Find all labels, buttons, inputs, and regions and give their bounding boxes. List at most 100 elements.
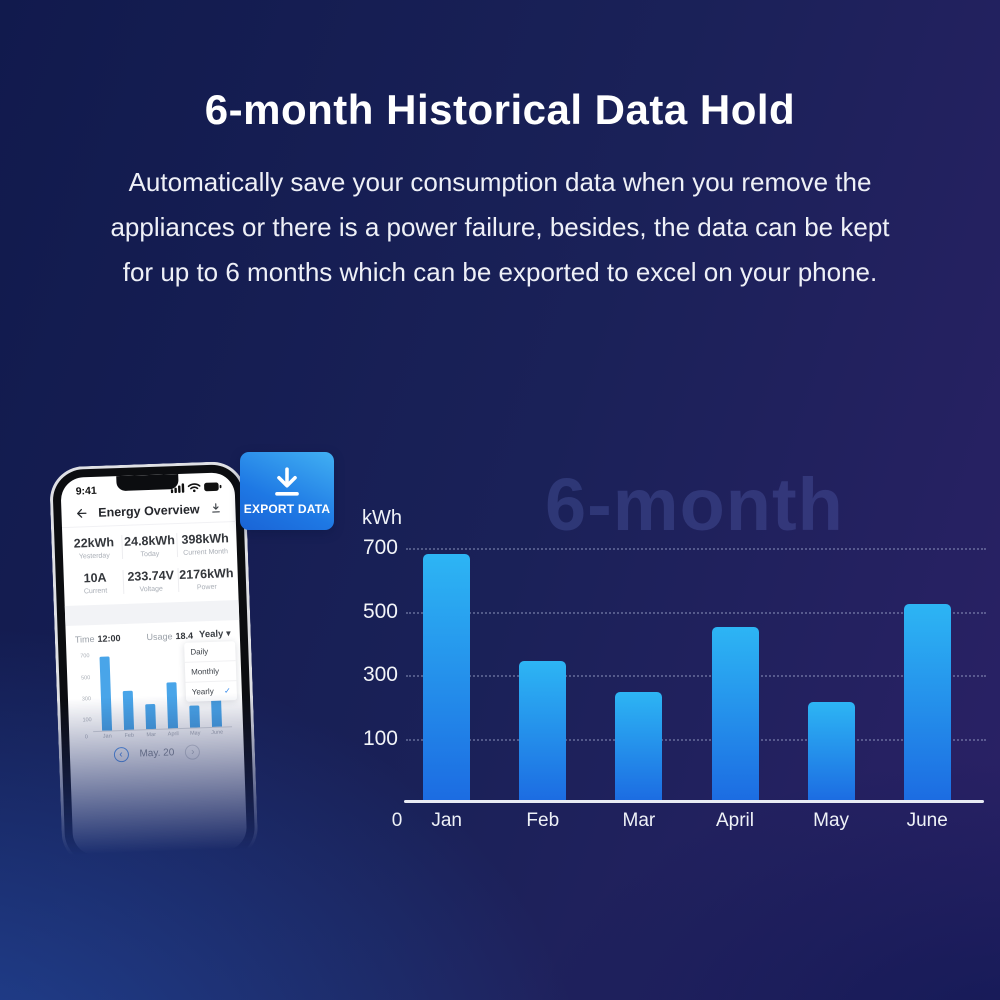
stat-label: Current Month: [183, 548, 229, 557]
bar-mar: [615, 692, 663, 801]
bar-april: [166, 681, 178, 729]
stat-value: 10A: [83, 570, 107, 586]
time-value: 12:00: [97, 632, 121, 644]
dropdown-item-label: Daily: [190, 647, 209, 657]
phone-mockup: 9:41 Energy Overview 2: [48, 460, 259, 868]
stat-value: 233.74V: [127, 568, 175, 584]
back-arrow-icon: [77, 508, 87, 518]
dropdown-item-label: Yearly: [191, 686, 214, 697]
description-line: appliances or there is a power failure, …: [110, 212, 890, 242]
signal-icon: [170, 482, 185, 493]
stats-row: 22kWh Yesterday 24.8kWh Today 398kWh Current …: [66, 531, 234, 561]
stat-value: 24.8kWh: [123, 533, 176, 549]
y-tick-label: 700: [362, 536, 398, 559]
prev-page-button[interactable]: ‹: [113, 746, 129, 763]
energy-stats-grid: 22kWh Yesterday 24.8kWh Today 398kWh Current …: [62, 522, 239, 606]
download-arrow-icon: [275, 467, 299, 496]
check-icon: ✓: [223, 686, 231, 696]
back-button[interactable]: [74, 506, 88, 520]
x-tick-label: Mar: [622, 810, 656, 831]
description-line: Automatically save your consumption data…: [128, 167, 872, 197]
chevron-down-icon: ▾: [225, 628, 231, 640]
gridline: [406, 675, 986, 677]
x-tick-label: Jan: [102, 733, 112, 740]
stat-cell: 10A Current: [68, 570, 123, 596]
stat-cell: 233.74V Voltage: [122, 568, 179, 594]
y-axis-unit-label: kWh: [362, 507, 402, 529]
stat-label: Yesterday: [78, 552, 110, 561]
phone-frame: 9:41 Energy Overview 2: [48, 460, 259, 868]
zero-tick-label: 0: [84, 734, 88, 741]
phone-screen: 9:41 Energy Overview 2: [60, 472, 248, 856]
export-data-button[interactable]: EXPORT DATA: [240, 452, 334, 530]
dropdown-item-monthly[interactable]: Monthly: [184, 661, 237, 683]
status-time: 9:41: [75, 484, 97, 498]
app-title: Energy Overview: [97, 501, 200, 520]
gridline: [406, 611, 986, 614]
wifi-icon: [187, 482, 201, 492]
download-icon: [212, 503, 220, 513]
usage-label: Usage: [146, 630, 173, 642]
stat-value: 22kWh: [73, 535, 115, 551]
next-page-button[interactable]: ›: [185, 744, 201, 760]
gridline: [406, 738, 986, 741]
six-month-watermark: 6-month: [545, 463, 844, 546]
bar-mar: [145, 703, 156, 730]
gridline: [406, 548, 986, 550]
pagination-label: May. 20: [139, 747, 175, 760]
y-tick-label: 100: [82, 717, 92, 724]
zero-tick-label: 0: [391, 810, 403, 831]
page-description: Automatically save your consumption data…: [0, 160, 1000, 295]
period-selector[interactable]: Yealy ▾: [199, 628, 231, 640]
x-tick-label: Feb: [124, 732, 135, 740]
main-bar-chart: kWh 700 500 300 100 Jan Feb Mar April May June 0: [360, 505, 992, 845]
y-tick-label: 300: [362, 663, 398, 686]
stat-label: Current: [83, 587, 108, 596]
dropdown-item-daily[interactable]: Daily: [184, 641, 236, 663]
phone-side-button: [249, 578, 255, 613]
description-line: for up to 6 months which can be exported…: [122, 257, 878, 287]
x-tick-label: Mar: [146, 731, 157, 739]
stat-label: Today: [140, 550, 160, 559]
dropdown-item-yearly[interactable]: Yearly ✓: [185, 681, 237, 702]
stat-cell: 2176kWh Power: [177, 566, 235, 593]
phone-notch: [116, 473, 179, 492]
status-bar: 9:41: [60, 472, 235, 500]
x-tick-label: April: [715, 810, 754, 831]
bar-feb: [122, 690, 134, 731]
period-dropdown-menu: Daily Monthly Yearly ✓: [184, 641, 238, 702]
x-tick-label: Jan: [431, 810, 462, 831]
stat-label: Voltage: [139, 585, 163, 594]
x-tick-label: June: [906, 810, 948, 831]
usage-value: 18.4: [175, 630, 194, 641]
y-tick-label: 500: [362, 599, 398, 623]
stat-label: Power: [196, 583, 217, 592]
time-label: Time: [74, 633, 95, 645]
bar-jan: [423, 554, 471, 801]
chart-pagination: ‹ May. 20 ›: [79, 743, 235, 763]
stat-cell: 398kWh Current Month: [176, 531, 234, 558]
period-value: Yealy: [198, 628, 224, 641]
app-nav-bar: Energy Overview: [61, 494, 236, 529]
bar-june: [903, 603, 951, 801]
usage-chart-card: Time 12:00 Usage 18.4 Yealy ▾ 700 500 300 1…: [65, 620, 244, 764]
y-tick-label: 300: [81, 696, 92, 703]
x-tick-label: April: [167, 731, 179, 738]
export-download-button[interactable]: [209, 501, 222, 514]
phone-bezel: 9:41 Energy Overview 2: [51, 463, 256, 865]
bar-feb: [519, 660, 567, 801]
phone-side-button: [48, 559, 52, 576]
bar-may: [189, 705, 200, 728]
x-tick-label: May: [189, 730, 201, 737]
bar-may: [807, 701, 855, 801]
x-tick-label: June: [211, 729, 224, 736]
dropdown-item-label: Monthly: [190, 666, 220, 677]
stat-value: 2176kWh: [179, 566, 234, 583]
export-data-label: EXPORT DATA: [243, 502, 331, 516]
x-tick-label: May: [813, 810, 850, 831]
x-tick-label: Feb: [526, 810, 560, 831]
stats-row: 10A Current 233.74V Voltage 2176kWh Power: [68, 566, 235, 596]
stat-value: 398kWh: [181, 531, 229, 547]
page-title: 6-month Historical Data Hold: [204, 86, 796, 133]
x-axis-line: [404, 800, 984, 803]
